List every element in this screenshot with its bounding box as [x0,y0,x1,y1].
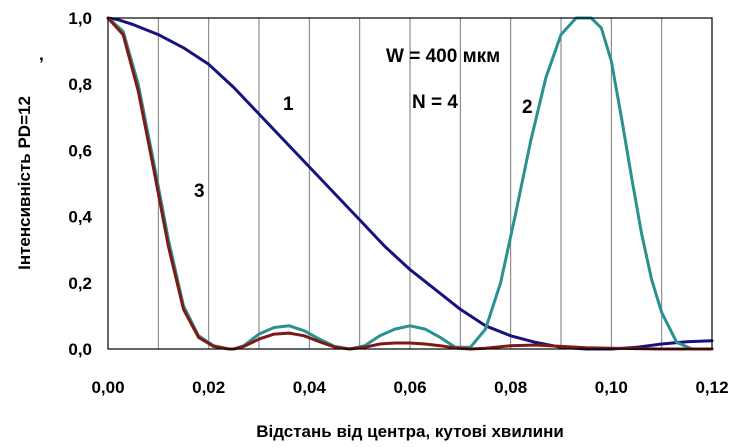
annotation-params-n: N = 4 [412,92,458,113]
y-tick-label: 0,8 [68,75,92,94]
x-tick-label: 0,12 [695,378,728,397]
x-tick-label: 0,00 [91,378,124,397]
grid-lines [157,18,663,349]
y-tick-label: 0,2 [68,274,92,293]
annotation-curve-1: 1 [283,94,294,115]
y-tick-label: 0,6 [68,141,92,160]
y-axis-title: Інтенсивність PD=12 [15,96,34,270]
x-tick-labels: 0,00 0,02 0,04 0,06 0,08 0,10 0,12 [91,378,728,397]
x-axis-title: Відстань від центра, кутові хвилини [256,422,564,441]
annotation-curve-3: 3 [194,181,205,202]
x-tick-label: 0,02 [192,378,225,397]
y-tick-label: 0,0 [68,340,92,359]
x-tick-label: 0,06 [393,378,426,397]
x-tick-label: 0,08 [494,378,527,397]
series-line-3 [106,16,714,351]
plot-frame [107,17,713,350]
y-tick-label: 1,0 [68,9,92,28]
annotation-stray-comma: , [39,45,44,64]
x-tick-label: 0,04 [293,378,327,397]
annotation-params-w: W = 400 мкм [386,46,500,67]
y-tick-label: 0,4 [68,208,92,227]
x-tick-label: 0,10 [595,378,628,397]
y-tick-labels: 0,0 0,2 0,4 0,6 0,8 1,0 [68,9,92,359]
annotation-curve-2: 2 [522,97,533,118]
